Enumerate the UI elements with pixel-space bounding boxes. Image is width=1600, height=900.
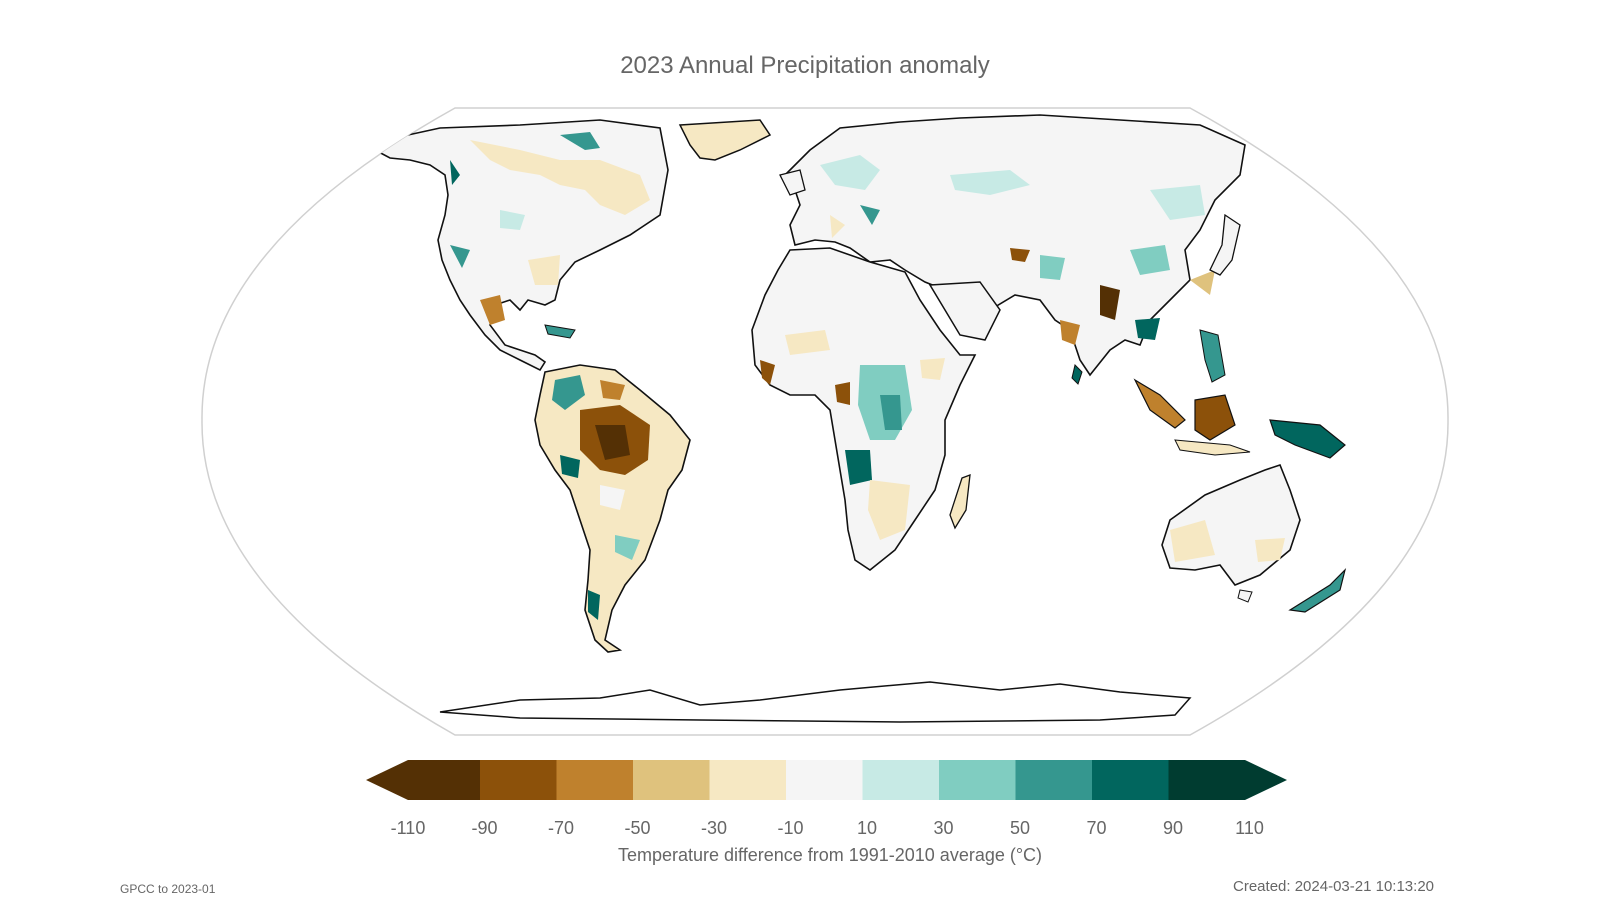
colorbar-caption: Temperature difference from 1991-2010 av… <box>617 845 1043 865</box>
colorbar-swatch <box>633 760 710 800</box>
data-source-label: GPCC to 2023-01 <box>120 882 216 896</box>
created-timestamp: Created: 2024-03-21 10:13:20 <box>1233 878 1434 895</box>
colorbar-swatch <box>786 760 863 800</box>
colorbar-tick-label: 50 <box>1009 818 1031 838</box>
colorbar-swatch <box>1015 760 1092 800</box>
eurasia <box>779 114 1246 385</box>
colorbar-tick-label: -10 <box>777 818 804 838</box>
colorbar-tick-label: -70 <box>547 818 574 838</box>
colorbar-swatch <box>709 760 786 800</box>
colorbar-swatch <box>1168 760 1287 800</box>
colorbar-swatch <box>366 760 480 800</box>
africa <box>751 247 977 571</box>
colorbar-swatch <box>1092 760 1169 800</box>
maritime-southeast-asia <box>1133 329 1346 459</box>
colorbar-tick-label: 70 <box>1086 818 1107 838</box>
colorbar-swatch <box>556 760 633 800</box>
colorbar-tick-label: -50 <box>624 818 651 838</box>
colorbar-tick-label: 30 <box>933 818 954 838</box>
colorbar-tick-label: 90 <box>1162 818 1184 838</box>
colorbar-swatch <box>862 760 939 800</box>
colorbar-swatch <box>480 760 557 800</box>
map-title: 2023 Annual Precipitation anomaly <box>620 52 990 79</box>
colorbar <box>366 760 1287 800</box>
colorbar-tick-label: -90 <box>471 818 498 838</box>
australia <box>1161 464 1347 613</box>
colorbar-swatch <box>939 760 1016 800</box>
colorbar-tick-label: 10 <box>856 818 878 838</box>
colorbar-tick-label: 110 <box>1235 818 1264 838</box>
south-america <box>534 364 691 653</box>
colorbar-tick-label: -30 <box>700 818 727 838</box>
colorbar-tick-label: -110 <box>390 818 426 838</box>
antarctica <box>439 681 1192 723</box>
north-america <box>373 119 772 372</box>
